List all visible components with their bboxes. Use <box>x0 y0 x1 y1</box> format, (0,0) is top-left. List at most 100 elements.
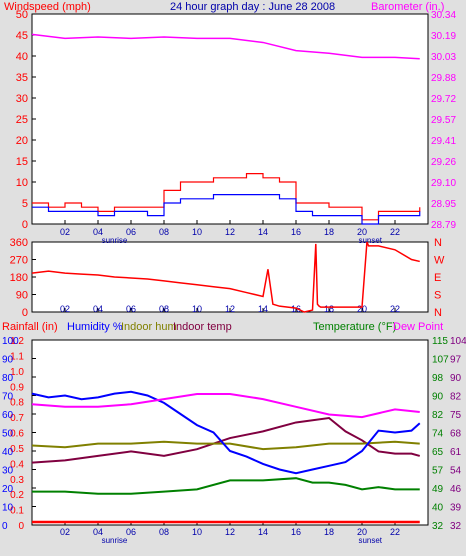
temperature-tick-label: 65 <box>432 447 444 458</box>
x-tick-label: 12 <box>225 527 235 537</box>
rainfall-tick-label: 0.2 <box>10 490 24 501</box>
rainfall-tick-label: 0.8 <box>10 398 24 409</box>
wind-gust-series <box>32 173 421 221</box>
dew-point-series <box>31 392 420 419</box>
compass-tick-label: N <box>434 307 442 319</box>
windspeed-tick-label: 50 <box>16 9 28 21</box>
barometer-tick-label: 28.79 <box>431 220 456 231</box>
temperature-series <box>32 477 420 495</box>
rainfall-tick-label: 1.2 <box>10 336 24 347</box>
wind-baro-plot-area <box>31 13 429 225</box>
windspeed-axis-title: Windspeed (mph) <box>4 1 91 13</box>
sunset-label: sunset <box>358 236 382 245</box>
dew-point-tick-label: 39 <box>450 503 462 514</box>
rainfall-tick-label: 1.0 <box>10 367 24 378</box>
humidity-tick-label: 100 <box>2 336 19 347</box>
x-tick-label: 06 <box>126 304 136 314</box>
x-tick-label: 06 <box>126 227 136 237</box>
x-tick-label: 14 <box>258 227 268 237</box>
direction-tick-label: 180 <box>10 272 28 284</box>
x-tick-label: 22 <box>390 227 400 237</box>
barometer-tick-label: 30.34 <box>431 10 456 21</box>
humidity-tick-label: 10 <box>2 503 14 514</box>
humidity-axis-title: Humidity % <box>67 321 123 333</box>
x-tick-label: 02 <box>60 304 70 314</box>
x-tick-label: 08 <box>159 527 169 537</box>
compass-tick-label: N <box>434 237 442 249</box>
windspeed-tick-label: 30 <box>16 93 28 105</box>
x-tick-label: 04 <box>93 227 103 237</box>
dew-point-tick-label: 68 <box>450 429 462 440</box>
temperature-tick-label: 82 <box>432 410 444 421</box>
direction-tick-label: 90 <box>16 290 28 302</box>
dew-point-tick-label: 61 <box>450 447 462 458</box>
x-tick-label: 20 <box>357 227 367 237</box>
rainfall-tick-label: 0.1 <box>10 506 24 517</box>
indoor-hum-title: Indoor hum <box>121 321 177 333</box>
barometer-tick-label: 30.03 <box>431 52 456 63</box>
humidity-tick-label: 0 <box>2 521 8 532</box>
humidity-tick-label: 60 <box>2 410 14 421</box>
rainfall-tick-label: 0.7 <box>10 413 24 424</box>
temperature-tick-label: 98 <box>432 373 444 384</box>
windspeed-tick-label: 15 <box>16 156 28 168</box>
humidity-tick-label: 50 <box>2 429 14 440</box>
temperature-axis-title: Temperature (°F) <box>313 321 396 333</box>
x-tick-label: 04 <box>93 304 103 314</box>
windspeed-tick-label: 10 <box>16 177 28 189</box>
direction-tick-label: 0 <box>22 307 28 319</box>
x-tick-label: 10 <box>192 527 202 537</box>
x-tick-label: 02 <box>60 227 70 237</box>
x-tick-label: 18 <box>324 304 334 314</box>
humidity-tick-label: 70 <box>2 392 14 403</box>
rainfall-tick-label: 0 <box>18 521 24 532</box>
temp-humidity-plot-area <box>31 339 429 526</box>
graph-title: 24 hour graph day : June 28 2008 <box>170 1 335 13</box>
humidity-tick-label: 40 <box>2 447 14 458</box>
x-tick-label: 08 <box>159 227 169 237</box>
dew-point-tick-label: 97 <box>450 355 462 366</box>
x-tick-label: 10 <box>192 227 202 237</box>
sunrise-label: sunrise <box>102 536 128 545</box>
x-tick-label: 10 <box>192 304 202 314</box>
indoor-hum-series <box>31 440 420 451</box>
x-tick-label: 08 <box>159 304 169 314</box>
sunset-label: sunset <box>358 536 382 545</box>
x-tick-label: 22 <box>390 304 400 314</box>
dew-point-tick-label: 54 <box>450 466 462 477</box>
barometer-tick-label: 29.41 <box>431 136 456 147</box>
windspeed-tick-label: 5 <box>22 198 28 210</box>
rainfall-tick-label: 1.1 <box>10 351 24 362</box>
windspeed-tick-label: 25 <box>16 114 28 126</box>
windspeed-tick-label: 40 <box>16 51 28 63</box>
temperature-tick-label: 107 <box>432 355 449 366</box>
x-tick-label: 18 <box>324 227 334 237</box>
dew-point-tick-label: 75 <box>450 410 462 421</box>
x-tick-label: 14 <box>258 527 268 537</box>
dew-point-axis-title: Dew Point <box>393 321 443 333</box>
humidity-tick-label: 20 <box>2 484 14 495</box>
temperature-tick-label: 57 <box>432 466 444 477</box>
x-tick-label: 16 <box>291 227 301 237</box>
dew-point-tick-label: 104 <box>450 336 466 347</box>
x-tick-label: 12 <box>225 304 235 314</box>
sunrise-label: sunrise <box>102 236 128 245</box>
humidity-tick-label: 30 <box>2 466 14 477</box>
chart-marks: 0 28.79 5 28.95 10 29.10 15 29.26 20 29.41 25 29.57… <box>2 9 466 545</box>
dew-point-tick-label: 32 <box>450 521 462 532</box>
barometer-tick-label: 30.19 <box>431 31 456 42</box>
dew-point-tick-label: 82 <box>450 392 462 403</box>
x-tick-label: 16 <box>291 304 301 314</box>
humidity-tick-label: 80 <box>2 373 14 384</box>
x-tick-label: 18 <box>324 527 334 537</box>
barometer-tick-label: 29.57 <box>431 115 456 126</box>
rainfall-tick-label: 0.6 <box>10 429 24 440</box>
rainfall-tick-label: 0.5 <box>10 444 24 455</box>
barometer-tick-label: 29.26 <box>431 157 456 168</box>
temperature-tick-label: 90 <box>432 392 444 403</box>
compass-tick-label: S <box>434 290 441 302</box>
humidity-tick-label: 90 <box>2 355 14 366</box>
temperature-tick-label: 40 <box>432 503 444 514</box>
compass-tick-label: W <box>434 255 445 267</box>
